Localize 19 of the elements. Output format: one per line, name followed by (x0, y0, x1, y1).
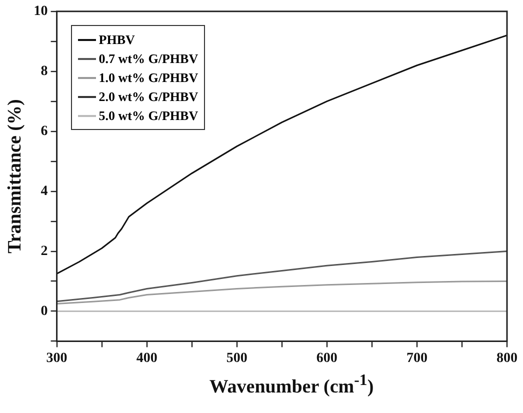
legend-label: 5.0 wt% G/PHBV (98, 107, 198, 126)
x-tick-label: 500 (226, 351, 248, 366)
x-tick-label: 700 (406, 351, 428, 366)
y-axis-title: Transmittance (%) (4, 99, 26, 254)
legend-label: PHBV (98, 31, 135, 50)
y-tick-label: 8 (40, 64, 48, 79)
x-tick-label: 800 (496, 351, 518, 366)
y-tick-label: 6 (40, 124, 48, 139)
y-tick-label: 2 (40, 244, 48, 259)
y-tick-label: 4 (40, 184, 48, 199)
x-tick-label: 600 (316, 351, 338, 366)
x-tick-label: 400 (136, 351, 158, 366)
x-axis-title: Wavenumber (cm$^{-1}$) (208, 372, 375, 398)
legend-label: 0.7 wt% G/PHBV (98, 50, 198, 68)
legend-label: 1.0 wt% G/PHBV (98, 69, 198, 88)
y-tick-label: 10 (34, 4, 48, 20)
legend-label: 2.0 wt% G/PHBV (98, 88, 198, 106)
x-tick-label: 300 (46, 351, 68, 366)
y-tick-label: 0 (40, 304, 48, 319)
